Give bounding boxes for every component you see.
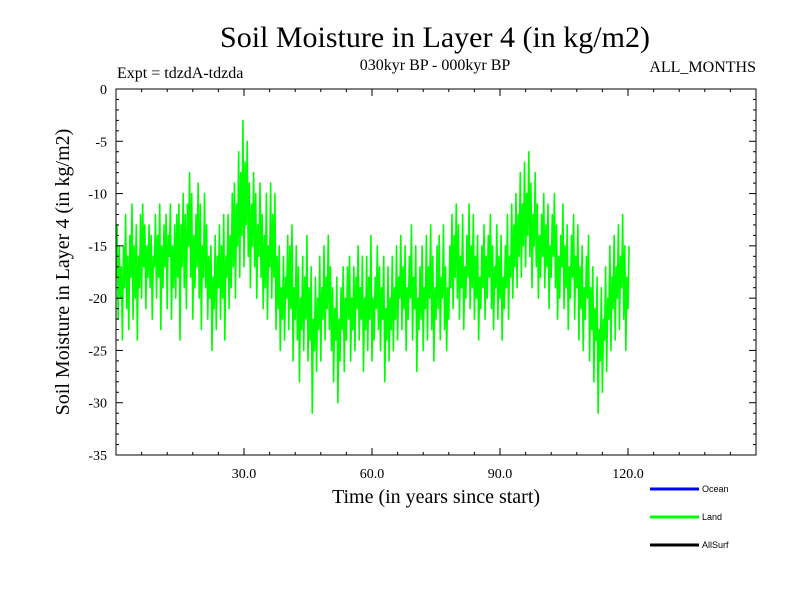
chart-subtitle-center: 030kyr BP - 000kyr BP — [360, 57, 511, 74]
y-tick-label: -5 — [95, 135, 107, 150]
y-tick-label: -30 — [88, 397, 107, 412]
chart-title: Soil Moisture in Layer 4 (in kg/m2) — [220, 21, 650, 54]
y-tick-label: -25 — [88, 344, 107, 359]
chart-subtitle-left: Expt = tdzdA-tdzda — [117, 65, 243, 82]
x-axis-label: Time (in years since start) — [332, 486, 540, 508]
legend-label-land: Land — [702, 512, 722, 522]
x-axis: 30.0 60.0 90.0 120.0 — [141, 89, 731, 482]
y-tick-label: -35 — [88, 449, 107, 464]
x-tick-label: 60.0 — [360, 467, 385, 482]
y-tick-label: -15 — [88, 240, 107, 255]
legend-label-allsurf: AllSurf — [702, 540, 729, 550]
x-tick-label: 30.0 — [232, 467, 257, 482]
y-tick-label: -10 — [88, 188, 107, 203]
x-tick-label: 90.0 — [488, 467, 513, 482]
y-axis: 0 -5 -10 -15 -20 -25 -30 -35 — [88, 83, 756, 464]
y-tick-label: 0 — [100, 83, 107, 98]
y-tick-label: -20 — [88, 292, 107, 307]
y-axis-label: Soil Moisture in Layer 4 (in kg/m2) — [52, 129, 74, 416]
legend-label-ocean: Ocean — [702, 484, 729, 494]
plot-frame — [115, 88, 757, 456]
x-tick-label: 120.0 — [612, 467, 644, 482]
chart-subtitle-right: ALL_MONTHS — [649, 59, 756, 76]
series-line-land — [116, 119, 630, 414]
legend: Ocean Land AllSurf — [650, 484, 729, 550]
